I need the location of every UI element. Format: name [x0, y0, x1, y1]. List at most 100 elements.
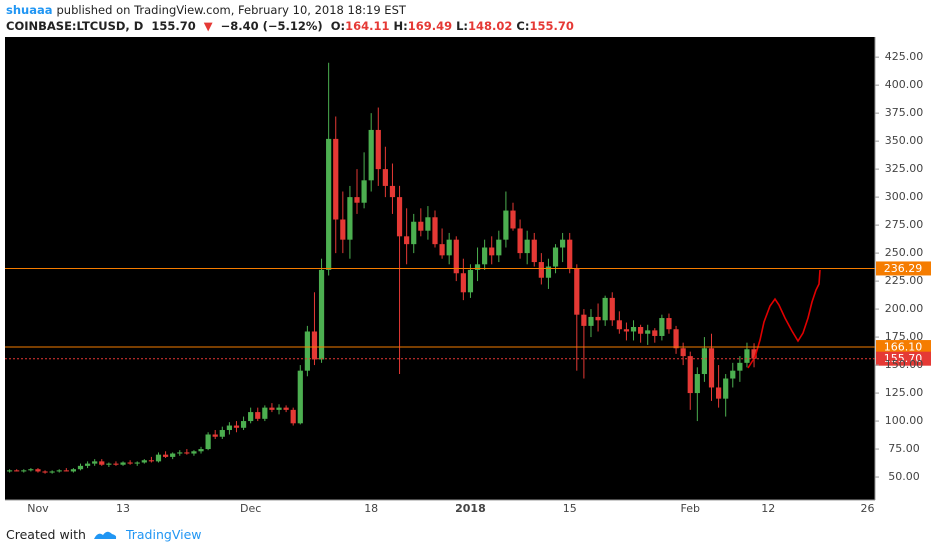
x-tick-label: 18 — [364, 502, 378, 515]
candle-body — [439, 244, 445, 256]
candle-body — [460, 273, 466, 293]
candle-body — [42, 471, 48, 473]
candle-body — [226, 425, 232, 431]
candle-body — [453, 239, 459, 274]
candle-body — [730, 370, 736, 379]
candle-body — [184, 452, 190, 454]
candle-body — [134, 462, 140, 464]
candle-body — [425, 217, 431, 231]
x-tick-label: 2018 — [455, 502, 486, 515]
candle-body — [333, 138, 339, 220]
candle-body — [382, 169, 388, 186]
candle-body — [219, 430, 225, 437]
price-label: 166.10 — [884, 341, 923, 354]
x-tick-label: Dec — [240, 502, 261, 515]
candle-body — [560, 239, 566, 248]
candle-body — [198, 449, 204, 452]
candle-body — [708, 348, 715, 388]
logo — [94, 531, 117, 539]
candle-body — [744, 349, 750, 363]
candle-body — [311, 331, 318, 360]
x-tick-label: Feb — [680, 502, 699, 515]
candle-body — [751, 349, 757, 359]
price-label-box — [876, 351, 931, 366]
candle-body — [120, 462, 126, 465]
y-tick-label: 350.00 — [885, 134, 924, 147]
ohlc-key: L: — [456, 19, 469, 33]
candle-body — [84, 463, 91, 466]
ohlc-value: 169.49 — [407, 19, 453, 33]
ohlc-value: 164.11 — [345, 19, 390, 33]
candle-body — [212, 434, 218, 437]
ohlc-key: H: — [393, 19, 408, 33]
candle-body — [701, 348, 708, 375]
author[interactable]: shuaaa — [6, 3, 53, 17]
candle-body — [517, 228, 523, 254]
candle-body — [588, 316, 594, 326]
y-tick-label: 100.00 — [885, 414, 924, 427]
ohlc-value: 148.02 — [468, 19, 513, 33]
candle-body — [269, 407, 275, 410]
candle-body — [524, 239, 530, 254]
hand-drawing — [747, 269, 821, 369]
candle-body — [616, 320, 622, 330]
y-tick-label: 200.00 — [885, 302, 924, 315]
candle-body — [304, 331, 310, 371]
candle-body — [233, 425, 240, 428]
candle-body — [340, 219, 346, 240]
candle-body — [155, 454, 162, 462]
y-tick-label: 400.00 — [885, 78, 924, 91]
candle-body — [106, 463, 112, 465]
candle-body — [368, 129, 374, 181]
candle-body — [77, 465, 84, 470]
y-tick-label: 425.00 — [885, 50, 924, 63]
candle-body — [503, 210, 509, 240]
ohlc: O:164.11 H:169.49 L:148.02 C:155.70 — [331, 19, 578, 33]
candle-body — [673, 329, 679, 349]
candle-body — [191, 451, 197, 454]
price-label-box — [876, 261, 931, 276]
price-label: 155.70 — [884, 352, 923, 365]
brand[interactable]: TradingView — [125, 527, 202, 542]
candle-body — [290, 409, 296, 424]
footer: Created with TradingView — [6, 527, 201, 542]
candle-body — [489, 247, 495, 256]
y-tick-label: 50.00 — [888, 470, 920, 483]
candle-body — [474, 264, 481, 270]
candle-body — [723, 378, 729, 399]
candle-body — [170, 453, 176, 457]
candle-body — [255, 412, 261, 419]
candle-body — [205, 434, 211, 450]
candle-body — [482, 247, 488, 265]
candle-body — [7, 470, 13, 472]
published: published on TradingView.com, February 1… — [56, 3, 406, 17]
y-tick-label: 250.00 — [885, 246, 924, 259]
candle-body — [467, 269, 474, 293]
candle-body — [297, 370, 303, 424]
candle-body — [418, 221, 424, 231]
ohlc-key: O: — [330, 19, 346, 33]
candle-body — [35, 469, 41, 472]
x-tick-label: 13 — [116, 502, 130, 515]
candle-body — [687, 356, 693, 394]
direction: ▼ — [203, 19, 213, 33]
candle-body — [538, 262, 544, 278]
candle-body — [510, 210, 516, 229]
y-tick-label: 75.00 — [888, 442, 920, 455]
candle-body — [141, 460, 147, 463]
candle-body — [283, 407, 289, 410]
candle-body — [552, 247, 559, 267]
y-tick-label: 150.00 — [885, 358, 924, 371]
candle-body — [99, 461, 105, 465]
x-tick-label: 26 — [860, 502, 874, 515]
candle-body — [21, 470, 27, 472]
candle-body — [375, 129, 381, 170]
candle-body — [645, 330, 651, 334]
candle-body — [609, 297, 615, 321]
symbol-line: COINBASE:LTCUSD, D 155.70 ▼ −8.40 (−5.12… — [6, 19, 582, 33]
y-tick-label: 300.00 — [885, 190, 924, 203]
x-tick-label: Nov — [27, 502, 49, 515]
